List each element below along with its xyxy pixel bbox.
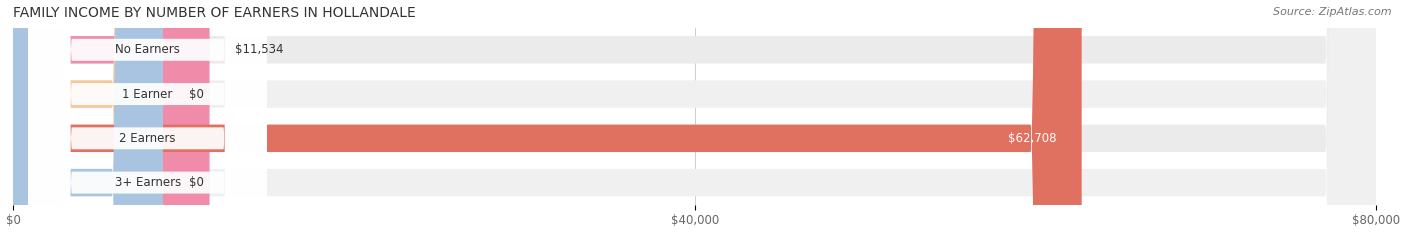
Text: No Earners: No Earners <box>115 43 180 56</box>
FancyBboxPatch shape <box>13 0 163 233</box>
Text: $11,534: $11,534 <box>235 43 284 56</box>
Text: $0: $0 <box>188 176 204 189</box>
Text: 2 Earners: 2 Earners <box>120 132 176 145</box>
Text: Source: ZipAtlas.com: Source: ZipAtlas.com <box>1274 7 1392 17</box>
FancyBboxPatch shape <box>13 0 1081 233</box>
Text: $62,708: $62,708 <box>1008 132 1056 145</box>
FancyBboxPatch shape <box>13 0 209 233</box>
FancyBboxPatch shape <box>28 0 267 233</box>
FancyBboxPatch shape <box>13 0 1376 233</box>
Text: $0: $0 <box>188 88 204 101</box>
Text: FAMILY INCOME BY NUMBER OF EARNERS IN HOLLANDALE: FAMILY INCOME BY NUMBER OF EARNERS IN HO… <box>13 6 416 20</box>
FancyBboxPatch shape <box>13 0 163 233</box>
Text: 1 Earner: 1 Earner <box>122 88 173 101</box>
FancyBboxPatch shape <box>13 0 1376 233</box>
Text: 3+ Earners: 3+ Earners <box>114 176 181 189</box>
FancyBboxPatch shape <box>28 0 267 233</box>
FancyBboxPatch shape <box>28 0 267 233</box>
FancyBboxPatch shape <box>28 0 267 233</box>
FancyBboxPatch shape <box>13 0 1376 233</box>
FancyBboxPatch shape <box>13 0 1376 233</box>
